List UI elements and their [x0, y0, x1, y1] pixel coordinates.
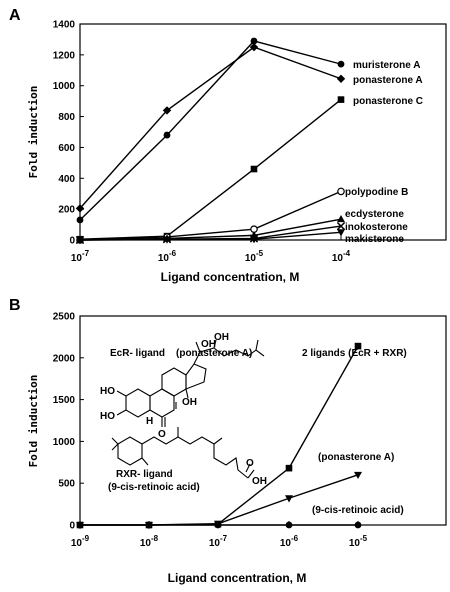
series-group-b — [76, 342, 362, 530]
ho-label-2: HO — [100, 411, 115, 422]
y-tick-label: 1200 — [53, 50, 76, 61]
x-tick-label: 10-8 — [140, 534, 159, 549]
data-point — [337, 60, 345, 68]
data-point — [75, 204, 85, 213]
x-tick-label: 10-9 — [71, 534, 90, 549]
acid-o-label: O — [246, 458, 254, 469]
series-label-a: ponasterone A — [353, 75, 423, 86]
ho-label-1: HO — [100, 386, 115, 397]
y-tick-label: 2500 — [53, 312, 76, 323]
series-line-makisterone — [79, 231, 342, 241]
data-point — [250, 37, 258, 45]
rxr-ligand-name: (9-cis-retinoic acid) — [108, 482, 200, 493]
data-point — [145, 521, 153, 529]
oh-label-2: OH — [214, 332, 229, 343]
y-tick-label: 500 — [58, 479, 75, 490]
x-tick-label: 10-6 — [158, 249, 177, 264]
y-tick-label: 1000 — [53, 437, 76, 448]
oh-label-1: OH — [201, 339, 216, 350]
data-point — [285, 521, 293, 529]
data-point — [337, 96, 345, 103]
data-point — [214, 521, 222, 529]
series-line-b-0 — [80, 345, 359, 526]
x-axis-title-b: Ligand concentration, M — [168, 571, 307, 585]
series-line-polypodine-b — [79, 190, 342, 241]
y-tick-label: 200 — [58, 205, 75, 216]
data-point — [285, 464, 293, 472]
data-point — [285, 495, 293, 503]
series-label-b-1: (ponasterone A) — [318, 452, 394, 463]
y-axis-title-b: Fold induction — [27, 375, 40, 468]
series-label-a: makisterone — [345, 234, 404, 245]
data-point — [249, 42, 259, 52]
x-tick-label: 10-7 — [71, 249, 90, 264]
data-point — [337, 214, 345, 223]
data-point — [354, 521, 362, 529]
x-tick-label: 10-5 — [349, 534, 368, 549]
ponasterone-a-atom-labels: OH OH OH HO HO H O — [100, 332, 229, 440]
data-point — [354, 471, 362, 480]
y-axis-a: 0 200 400 600 800 1000 1200 1400 — [53, 20, 84, 247]
y-axis-title-a: Fold induction — [27, 86, 40, 179]
data-point — [76, 521, 84, 529]
series-group-a — [75, 37, 346, 245]
series-line-ecdysterone — [79, 218, 342, 241]
series-label-a: polypodine B — [345, 187, 408, 198]
series-label-a: inokosterone — [345, 222, 408, 233]
data-point — [336, 74, 346, 83]
data-point — [336, 221, 346, 231]
series-labels-a: muristerone A ponasterone A ponasterone C p… — [345, 60, 423, 245]
series-label-a: ecdysterone — [345, 209, 404, 220]
data-point — [250, 236, 258, 244]
y-tick-label: 0 — [69, 236, 75, 247]
panel-a: A 0 200 400 600 800 1000 1200 1400 10-7 10-6 10-5… — [9, 7, 447, 284]
series-label-a: muristerone A — [353, 60, 420, 71]
ecr-ligand-name: (ponasterone A) — [176, 348, 252, 359]
rxr-ligand-label: RXR- ligand — [116, 469, 173, 480]
data-point — [354, 342, 362, 350]
data-point — [163, 236, 171, 244]
data-point — [163, 131, 171, 139]
y-tick-label: 1400 — [53, 20, 76, 31]
panel-b: B 0 500 1000 1500 2000 2500 10-9 10-8 10-7 10-6 1… — [9, 297, 447, 585]
series-line-muristerone-a — [79, 40, 342, 221]
plot-frame-a — [79, 23, 447, 241]
x-tick-label: 10-4 — [332, 249, 351, 264]
series-line-ponasterone-a — [79, 46, 342, 209]
y-tick-label: 600 — [58, 143, 75, 154]
data-point — [337, 229, 345, 237]
y-tick-label: 1000 — [53, 81, 76, 92]
ponasterone-a-structure — [116, 339, 265, 427]
data-point — [162, 106, 172, 115]
x-axis-a: 10-7 10-6 10-5 10-4 — [71, 236, 351, 264]
acid-oh-label: OH — [252, 476, 267, 487]
y-tick-label: 400 — [58, 174, 75, 185]
x-tick-label: 10-6 — [280, 534, 299, 549]
ecr-ligand-label: EcR- ligand — [110, 348, 165, 359]
oh-label-3: OH — [182, 397, 197, 408]
series-label-a: ponasterone C — [353, 96, 423, 107]
x-tick-label: 10-7 — [209, 534, 228, 549]
x-axis-title-a: Ligand concentration, M — [161, 270, 300, 284]
data-point — [76, 216, 84, 224]
y-tick-label: 0 — [69, 521, 75, 532]
data-point — [337, 187, 345, 196]
series-label-b-2: (9-cis-retinoic acid) — [312, 505, 404, 516]
data-point — [76, 237, 84, 245]
panel-letter-b: B — [9, 297, 21, 314]
data-point — [250, 165, 258, 173]
y-axis-b: 0 500 1000 1500 2000 2500 — [53, 312, 84, 532]
panel-letter-a: A — [9, 7, 21, 24]
series-line-ponasterone-c — [79, 99, 342, 240]
x-tick-label: 10-5 — [245, 249, 264, 264]
y-tick-label: 2000 — [53, 353, 76, 364]
h-label: H — [146, 416, 153, 427]
retinoic-acid-structure — [111, 427, 255, 479]
two-ligands-label: 2 ligands (EcR + RXR) — [302, 348, 407, 359]
y-tick-label: 1500 — [53, 395, 76, 406]
o-label: O — [158, 429, 166, 440]
y-tick-label: 800 — [58, 112, 75, 123]
